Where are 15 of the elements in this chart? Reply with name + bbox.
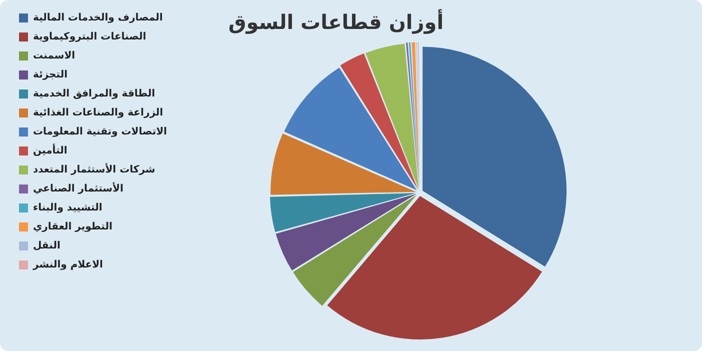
- legend-label: الاتصالات وتقنية المعلومات: [33, 126, 167, 138]
- legend-label: التأمين: [33, 144, 68, 157]
- legend-label: التطوير العقاري: [33, 222, 112, 233]
- legend-label: الاعلام والنشر: [32, 260, 103, 271]
- legend-label: المصارف والخدمات المالية: [33, 12, 163, 24]
- legend-label: شركات الأستثمار المتعدد: [33, 162, 156, 176]
- legend-label: الزراعة والصناعات الغذائية: [33, 108, 164, 119]
- legend-label: التجزئة: [33, 70, 68, 81]
- legend-label: الاسمنت: [33, 50, 76, 62]
- legend-label: التشييد والبناء: [33, 202, 102, 214]
- legend-label: الطاقة والمرافق الخدمية: [33, 88, 156, 100]
- legend-label: الأستثمار الصناعي: [33, 182, 124, 195]
- legend-label: الصناعات البتروكيماوية: [33, 32, 146, 43]
- legend-label: النقل: [33, 240, 60, 252]
- chart-title: أوزان قطاعات السوق: [228, 9, 444, 34]
